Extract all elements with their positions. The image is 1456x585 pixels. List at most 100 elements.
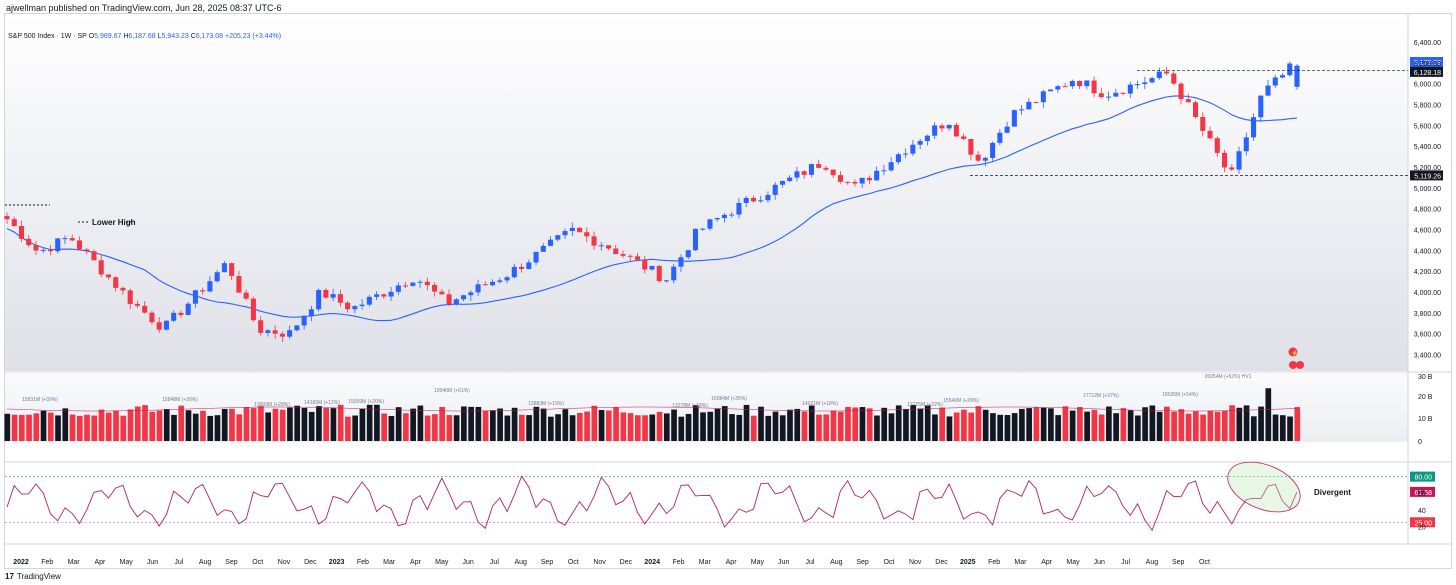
time-tick: Mar [1014, 559, 1027, 566]
candle [562, 231, 568, 236]
candle [40, 249, 46, 251]
volume-bar [1048, 408, 1054, 441]
alert-icon[interactable] [1288, 347, 1298, 357]
candle [62, 238, 68, 240]
volume-bar [917, 408, 924, 441]
volume-bar [1221, 411, 1228, 441]
time-tick: Mar [68, 559, 81, 566]
candle [1069, 80, 1075, 87]
volume-bar [671, 409, 677, 441]
candle [47, 249, 54, 252]
symbol-legend[interactable]: S&P 500 Index · 1W · SP O5,969.67 H6,187… [8, 33, 281, 40]
volume-label: 16084M (+35%) [711, 396, 747, 402]
volume-bar [417, 405, 424, 441]
volume-bar [1171, 411, 1177, 441]
volume-bar [1069, 410, 1076, 441]
volume-bar [1055, 415, 1061, 441]
volume-bar [352, 415, 359, 441]
volume-bar [859, 407, 866, 441]
candle [700, 228, 706, 230]
volume-bar [569, 415, 576, 441]
tradingview-logo-icon: 17 [5, 572, 14, 581]
candle [946, 124, 952, 129]
volume-label: 15540M (+29%) [943, 398, 979, 404]
candle [707, 219, 713, 229]
volume-bar [692, 405, 699, 441]
candle [265, 330, 271, 333]
footer-brand-name: TradingView [16, 572, 61, 581]
time-tick: Mar [699, 559, 712, 566]
candle [76, 240, 83, 250]
time-tick: Jun [778, 559, 789, 566]
price-tick: 4,400.00 [1414, 248, 1441, 255]
candle [743, 197, 749, 203]
volume-bar [1164, 406, 1170, 441]
candle [490, 281, 496, 286]
candle [1200, 116, 1206, 131]
alert-icon-glyph: ⚡ [1291, 349, 1298, 357]
volume-bar [410, 408, 416, 441]
volume-bar [953, 412, 960, 441]
volume-bar [1178, 409, 1185, 441]
rsi-tick: 40 [1418, 508, 1426, 515]
volume-bar [765, 415, 772, 441]
time-tick: Nov [593, 559, 606, 566]
volume-label: 15831M (+39%) [22, 397, 58, 403]
volume-bar [584, 411, 590, 441]
candle [359, 304, 365, 307]
candle [33, 245, 39, 251]
volume-bar [1106, 406, 1112, 441]
candle [1077, 80, 1083, 87]
earnings-icon-2[interactable] [1296, 361, 1304, 369]
candle [229, 263, 235, 276]
volume-bar [120, 415, 127, 441]
volume-bar [149, 411, 156, 441]
footer-brand[interactable]: 17 TradingView [5, 572, 61, 581]
rsi-line [6, 475, 1298, 532]
volume-bar [1098, 414, 1105, 441]
candle [685, 250, 691, 258]
candle [605, 245, 612, 249]
volume-bar [337, 404, 344, 441]
volume-label: 13725M (+22%) [907, 402, 943, 408]
time-tick: Sep [225, 559, 238, 566]
volume-bar [576, 412, 583, 441]
volume-bar [634, 415, 641, 441]
volume-bar [62, 408, 69, 441]
earnings-icon-1[interactable] [1289, 361, 1297, 369]
volume-bar [721, 406, 728, 441]
volume-label: 13609M (+28%) [254, 402, 290, 408]
rsi-lower-badge: 25.00 [1414, 520, 1432, 527]
candle [729, 214, 735, 216]
time-tick: Aug [1146, 559, 1159, 566]
candle [330, 294, 336, 298]
volume-bar [1033, 407, 1040, 441]
volume-bar [1127, 410, 1134, 441]
candle [816, 164, 822, 168]
candle [1004, 126, 1010, 133]
candle [584, 232, 590, 237]
candle [620, 253, 626, 256]
candle [975, 154, 981, 161]
candle [214, 272, 220, 282]
volume-bar [236, 414, 243, 441]
volume-bar [845, 406, 851, 441]
candle [830, 169, 836, 176]
volume-bar [895, 405, 902, 441]
candle [91, 251, 97, 261]
close-label: C [190, 33, 196, 40]
volume-bar [591, 405, 598, 441]
candle [511, 266, 517, 278]
time-tick: Apr [410, 559, 422, 566]
candle [1098, 93, 1104, 98]
volume-bar [250, 408, 257, 441]
candle [1156, 71, 1162, 79]
volume-bar [403, 413, 409, 441]
time-tick: Sep [541, 559, 554, 566]
candle [779, 180, 785, 185]
rsi-pane [5, 463, 1408, 543]
volume-bar [750, 415, 757, 441]
candle [678, 257, 684, 267]
volume-bar [939, 407, 946, 441]
